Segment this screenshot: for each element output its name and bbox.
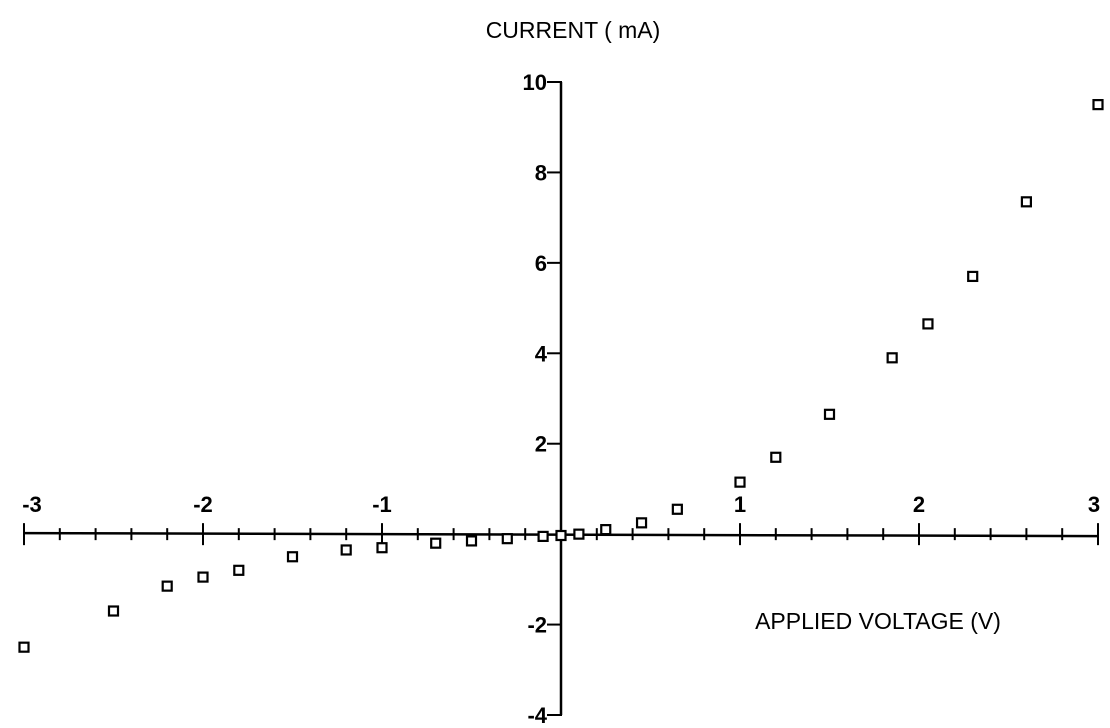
data-point <box>823 408 836 420</box>
data-point <box>537 530 549 543</box>
data-point <box>197 571 209 583</box>
data-point <box>734 476 746 488</box>
data-point <box>376 542 388 554</box>
data-point <box>501 533 513 545</box>
x-tick-label: -1 <box>372 492 392 517</box>
data-point <box>886 352 898 364</box>
data-point <box>922 318 934 330</box>
x-tick-label: -3 <box>22 492 42 517</box>
y-axis-title: CURRENT ( mA) <box>486 17 661 43</box>
data-point <box>770 451 782 463</box>
y-tick-label: 6 <box>535 251 547 276</box>
data-point <box>967 270 979 283</box>
data-point <box>1020 196 1033 208</box>
data-point <box>671 503 683 515</box>
data-point <box>233 564 245 576</box>
x-tick-label: 1 <box>734 492 746 517</box>
data-point <box>286 551 299 563</box>
y-tick-label: 2 <box>535 432 547 457</box>
y-tick-label: -2 <box>527 613 547 638</box>
y-tick-label: 10 <box>523 70 547 95</box>
data-point <box>573 528 585 540</box>
x-axis-title: APPLIED VOLTAGE (V) <box>755 608 1001 634</box>
data-point <box>18 641 30 653</box>
x-tick-label: 2 <box>913 492 925 517</box>
y-tick-label: -4 <box>527 703 547 723</box>
data-point <box>465 535 478 547</box>
data-point <box>635 517 648 529</box>
marks-layer <box>18 99 1104 653</box>
data-point <box>107 605 120 617</box>
data-point <box>600 524 612 536</box>
axes-layer: -3 -2 -1 1 2 3 -4 -2 2 4 6 8 10 <box>22 70 1100 728</box>
data-point <box>340 544 352 556</box>
x-tick-label: -2 <box>193 492 213 517</box>
x-tick-label: 3 <box>1088 492 1100 517</box>
data-point <box>430 537 442 549</box>
data-point <box>1092 99 1104 111</box>
data-point <box>555 529 567 542</box>
y-tick-label: 4 <box>535 341 548 366</box>
data-point <box>161 580 173 592</box>
y-tick-label: 8 <box>535 160 547 185</box>
